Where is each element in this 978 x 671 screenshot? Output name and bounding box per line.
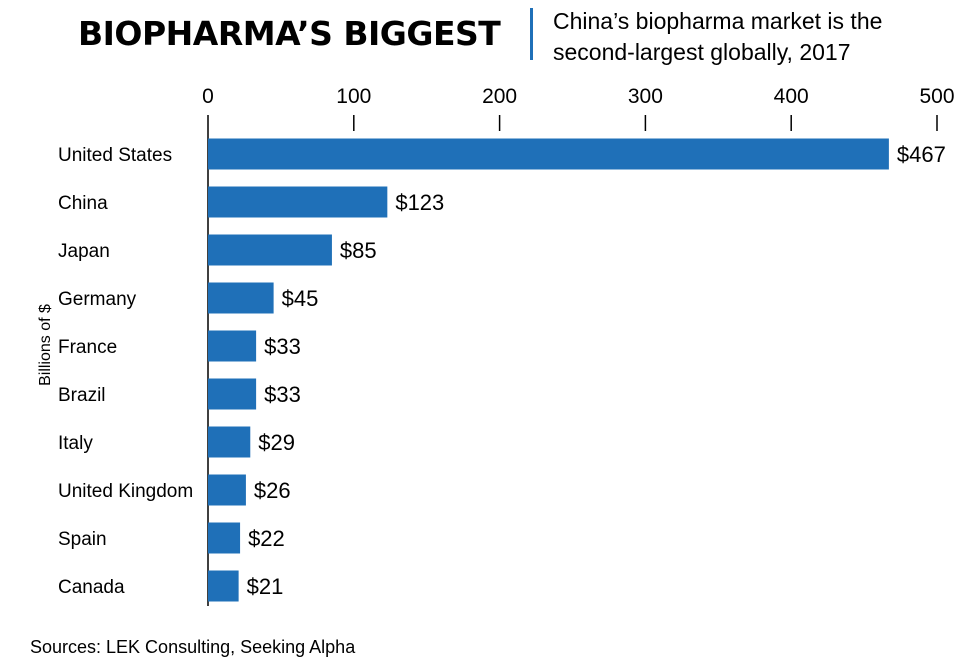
category-label: Italy — [58, 433, 93, 454]
bar — [208, 186, 388, 218]
x-axis-ticks: 0 100 200 300 400 500 — [202, 85, 955, 131]
category-label: France — [58, 337, 117, 358]
category-label: Japan — [58, 241, 110, 262]
chart-title: BIOPHARMA’S BIGGEST — [78, 14, 501, 53]
x-tick-label: 0 — [202, 85, 214, 108]
bar-value-label: $467 — [897, 142, 946, 167]
bar — [208, 378, 257, 410]
bar-value-label: $26 — [254, 478, 291, 503]
bar-value-label: $33 — [264, 382, 301, 407]
category-label: United States — [58, 145, 172, 166]
bar — [208, 474, 246, 506]
source-note: Sources: LEK Consulting, Seeking Alpha — [30, 637, 356, 657]
bar-value-label: $29 — [258, 430, 295, 455]
x-tick-label: 500 — [919, 85, 954, 108]
title-divider — [530, 8, 533, 60]
bar — [208, 570, 239, 602]
category-label: China — [58, 193, 108, 214]
category-label: Spain — [58, 529, 107, 550]
bar-value-label: $33 — [264, 334, 301, 359]
bar — [208, 138, 889, 170]
value-labels: $467 $123 $85 $45 $33 $33 $29 $26 $22 $21 — [247, 142, 946, 599]
bar-value-label: $123 — [395, 190, 444, 215]
category-label: Germany — [58, 289, 137, 310]
bar — [208, 522, 241, 554]
bar — [208, 282, 274, 314]
x-tick-label: 200 — [482, 85, 517, 108]
chart-subtitle: China’s biopharma market is the second-l… — [553, 8, 883, 65]
x-tick-label: 400 — [774, 85, 809, 108]
bar-value-label: $21 — [247, 574, 284, 599]
category-label: United Kingdom — [58, 481, 193, 502]
category-label: Canada — [58, 577, 125, 598]
bar-value-label: $45 — [282, 286, 319, 311]
bars — [208, 138, 889, 602]
x-tick-label: 300 — [628, 85, 663, 108]
bar — [208, 330, 257, 362]
bar-value-label: $85 — [340, 238, 377, 263]
category-labels: United States China Japan Germany France Braz… — [58, 145, 193, 598]
category-label: Brazil — [58, 385, 106, 406]
y-axis-label: Billions of $ — [37, 304, 54, 386]
bar — [208, 234, 332, 266]
bar-value-label: $22 — [248, 526, 285, 551]
bar — [208, 426, 251, 458]
x-tick-label: 100 — [336, 85, 371, 108]
